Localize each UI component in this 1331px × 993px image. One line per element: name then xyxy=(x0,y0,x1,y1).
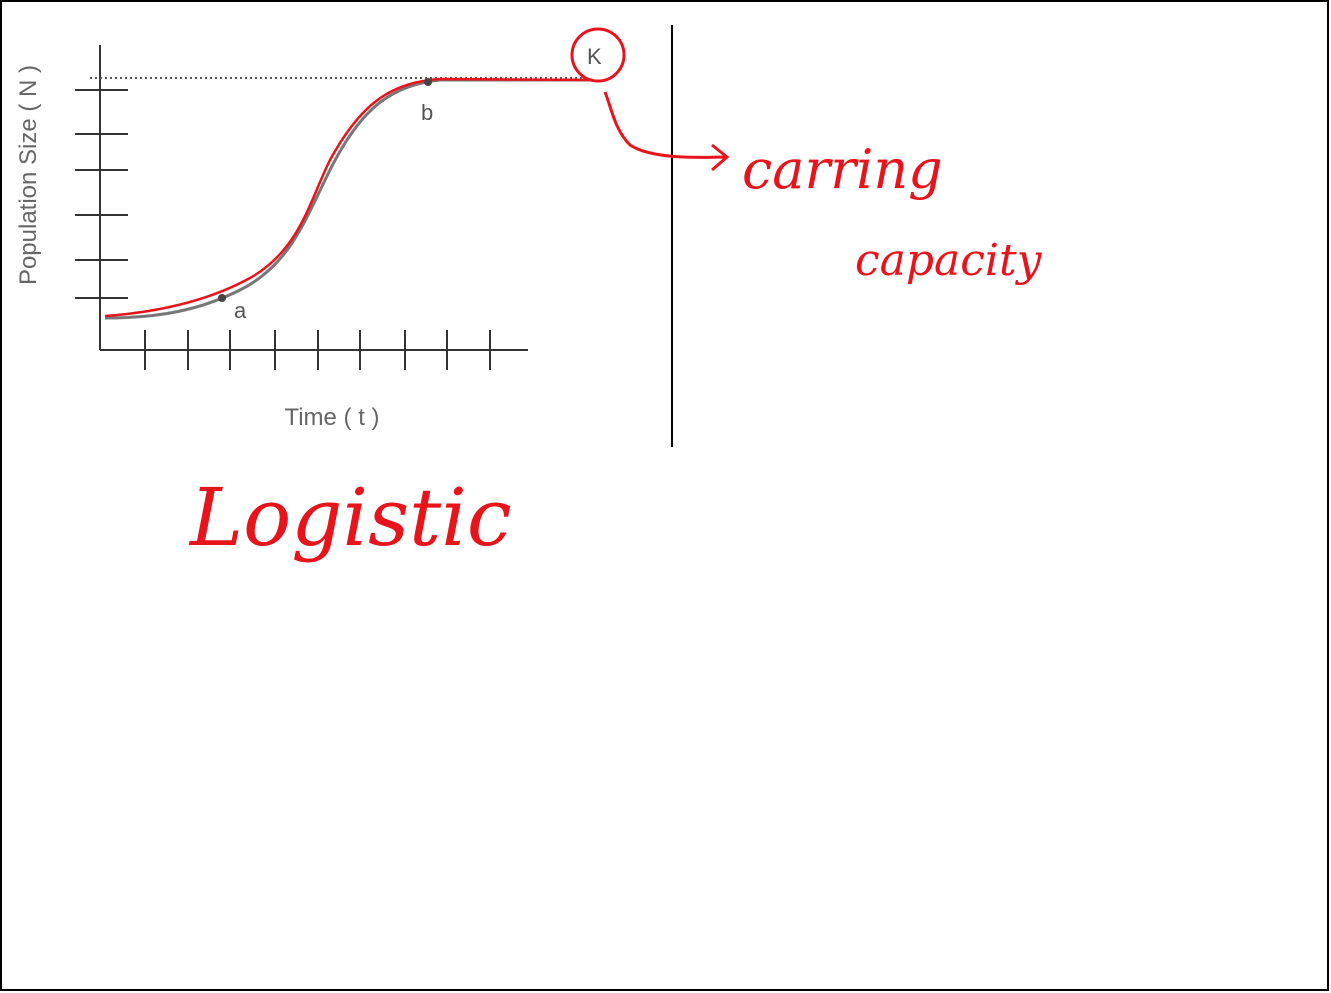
point-b-dot xyxy=(424,78,432,86)
x-ticks xyxy=(144,330,491,370)
point-a-label: a xyxy=(234,298,247,323)
x-axis-label: Time ( t ) xyxy=(284,404,379,431)
point-b-label: b xyxy=(421,100,433,125)
k-label: K xyxy=(587,44,602,69)
y-axis-label: Population Size ( N ) xyxy=(15,65,42,285)
k-circle xyxy=(570,27,626,83)
point-a-dot xyxy=(218,294,226,302)
annotation-logistic: Logistic xyxy=(188,471,512,564)
curve xyxy=(104,78,590,320)
annotation-capacity: capacity xyxy=(855,235,1043,286)
y-ticks xyxy=(75,89,128,299)
graph: a b K Population Size ( N ) Time ( t ) xyxy=(15,44,602,431)
annotation-carrying: carring xyxy=(742,138,943,201)
arrow xyxy=(603,91,730,172)
traced-curve xyxy=(104,77,591,318)
annotations: carring capacity Logistic xyxy=(188,27,1043,564)
